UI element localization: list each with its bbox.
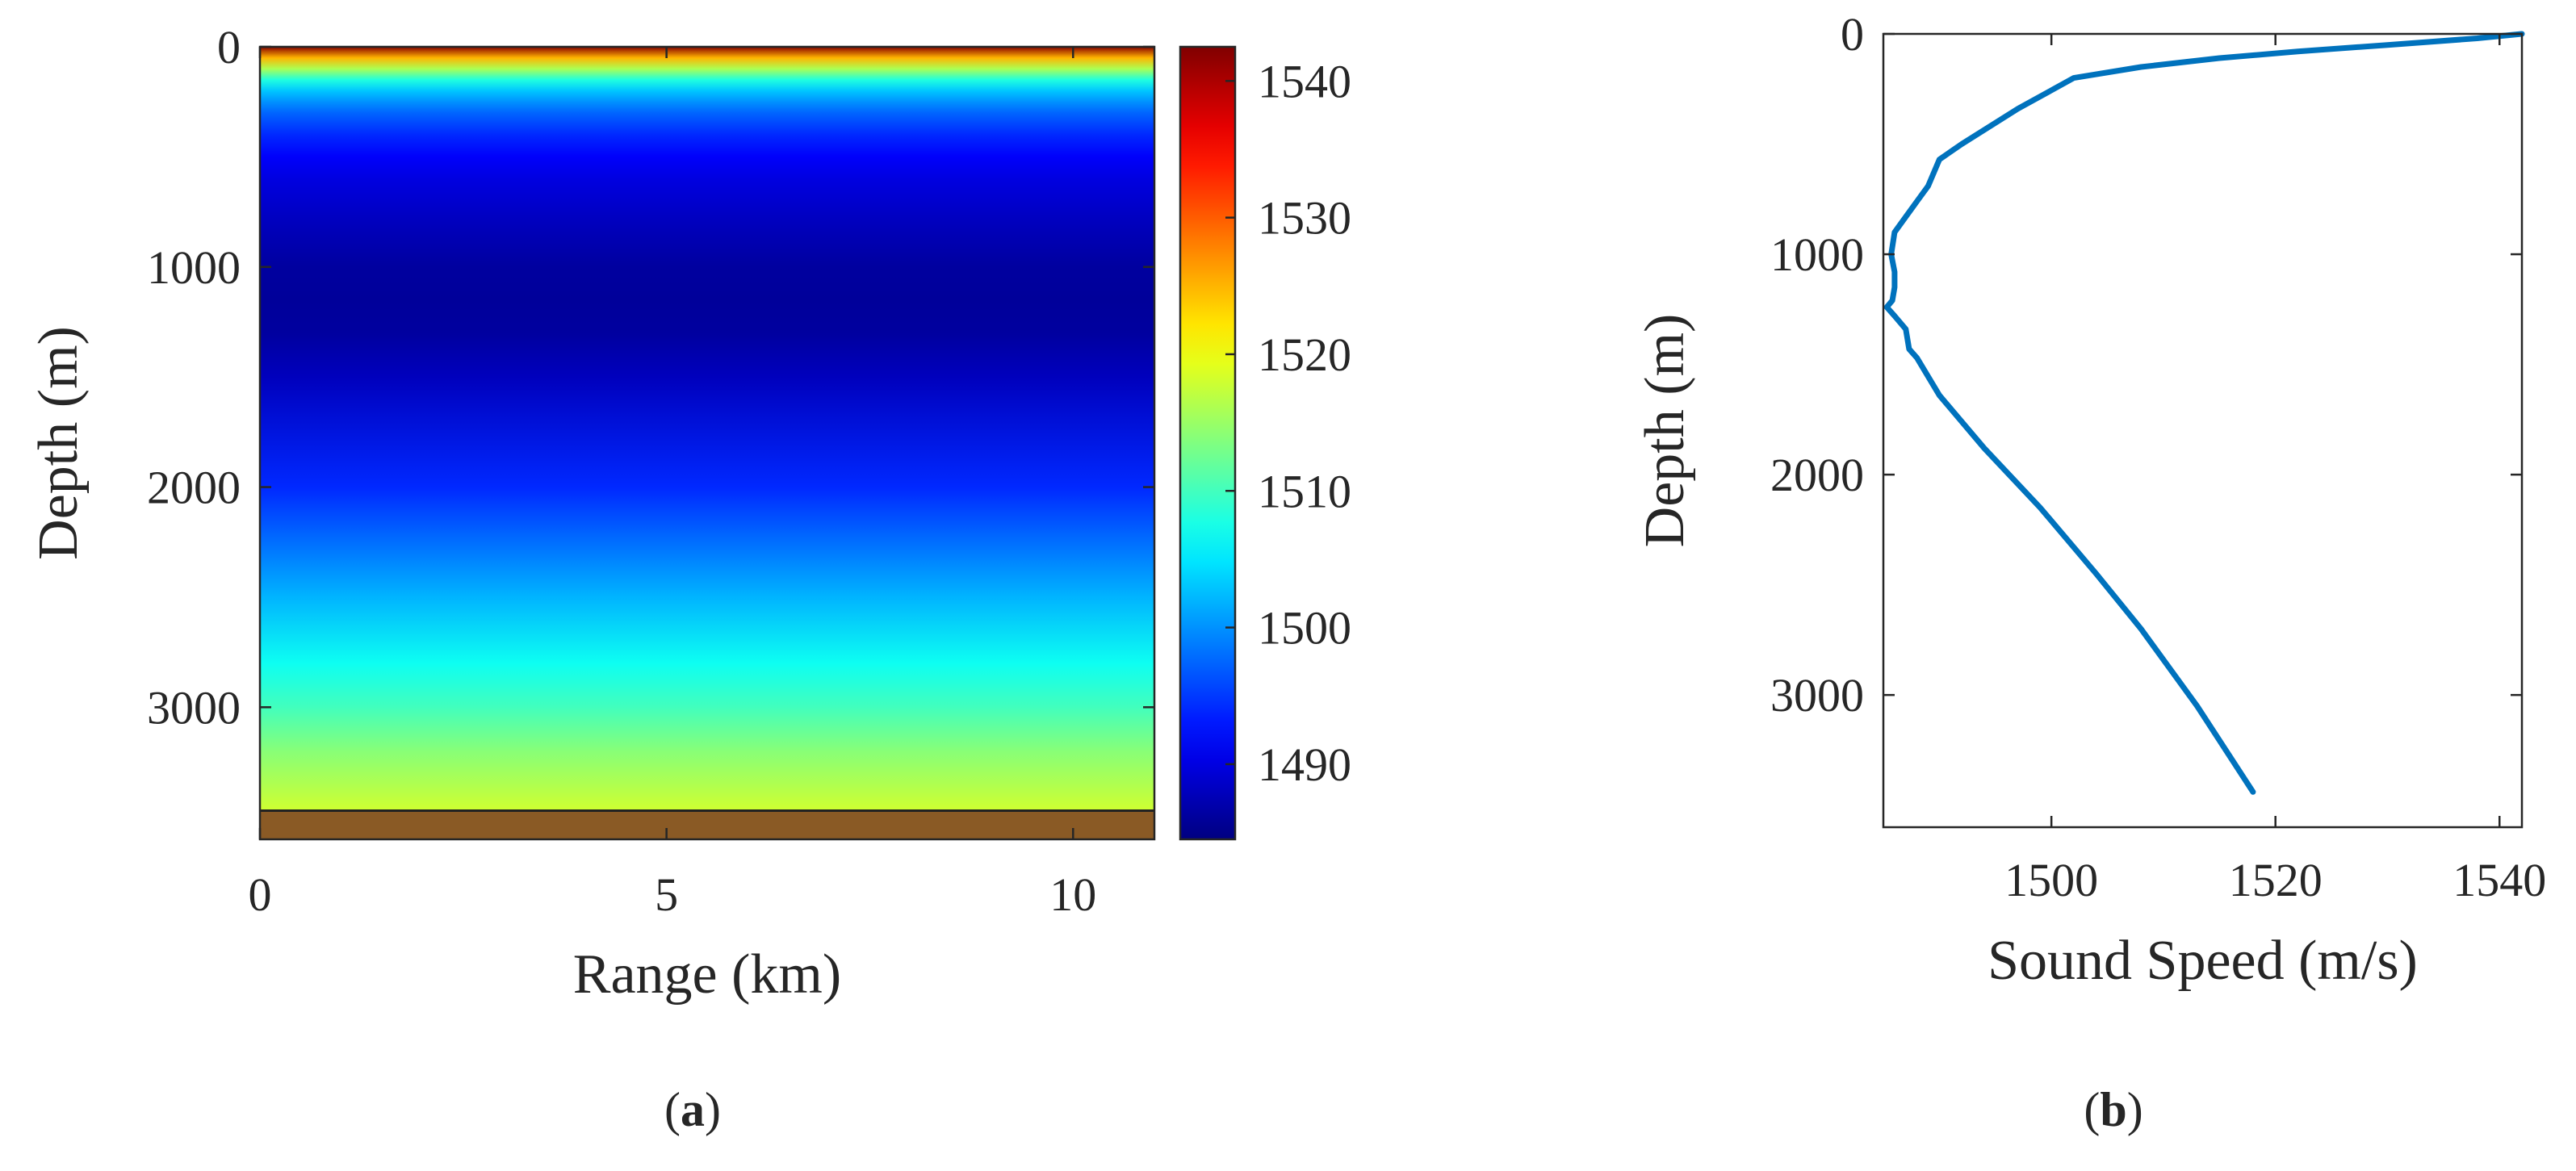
caption-b: (b): [2084, 1083, 2142, 1136]
panel-a-y-axis-label: Depth (m): [27, 326, 90, 560]
panel-a-frame: [258, 45, 1156, 841]
panel-a-y-tick-label: 2000: [147, 462, 241, 514]
panel-a-x-axis-label: Range (km): [573, 943, 841, 1006]
colorbar-tick-label: 1510: [1258, 465, 1351, 517]
panel-a-heatmap: 0 5 10 0 1000 2000 3000 Range (km) Depth (m): [27, 21, 1156, 1006]
sound-speed-profile-line: [1883, 31, 2525, 795]
panel-a-x-tick-label: 5: [655, 868, 678, 921]
panel-b-y-tick-label: 1000: [1770, 228, 1864, 281]
caption-b-letter: b: [2100, 1083, 2126, 1136]
panel-b-line-chart: 1500 1520 1540 0 1000 2000 3000 Sound Speed (m…: [1634, 8, 2546, 992]
colorbar-ticks: 1490 1500 1510 1520 1530 1540: [1225, 55, 1351, 791]
panel-b-frame: [1882, 32, 2524, 829]
panel-a-y-tick-label: 0: [217, 21, 241, 73]
colorbar-tick-label: 1540: [1258, 55, 1351, 107]
panel-a-ticks: 0 5 10 0 1000 2000 3000: [147, 21, 1154, 921]
panel-a-y-tick-label: 3000: [147, 681, 241, 734]
colorbar-tick-label: 1490: [1258, 738, 1351, 791]
colorbar: 1490 1500 1510 1520 1530 1540: [1179, 45, 1351, 841]
panel-b-x-tick-label: 1500: [2004, 854, 2098, 906]
colorbar-tick-label: 1530: [1258, 192, 1351, 245]
seabed-layer: [260, 810, 1154, 839]
panel-b-y-tick-label: 3000: [1770, 669, 1864, 721]
panel-a-x-tick-label: 0: [249, 868, 272, 921]
colorbar-tick-label: 1520: [1258, 328, 1351, 381]
panel-b-y-tick-label: 2000: [1770, 449, 1864, 501]
panel-b-y-tick-label: 0: [1841, 8, 1864, 61]
panel-a-x-tick-label: 10: [1049, 868, 1096, 921]
panel-b-x-tick-label: 1540: [2452, 854, 2546, 906]
panel-b-y-axis-label: Depth (m): [1634, 314, 1696, 548]
panel-b-x-axis-label: Sound Speed (m/s): [1987, 930, 2418, 992]
caption-a-letter: a: [681, 1083, 705, 1136]
sound-speed-field: [260, 47, 1154, 811]
panel-a-y-tick-label: 1000: [147, 241, 241, 294]
caption-a: (a): [664, 1083, 721, 1136]
panel-b-ticks: 1500 1520 1540 0 1000 2000 3000: [1770, 8, 2546, 906]
colorbar-scale: [1179, 45, 1237, 841]
panel-b-x-tick-label: 1520: [2229, 854, 2323, 906]
colorbar-tick-label: 1500: [1258, 602, 1351, 655]
